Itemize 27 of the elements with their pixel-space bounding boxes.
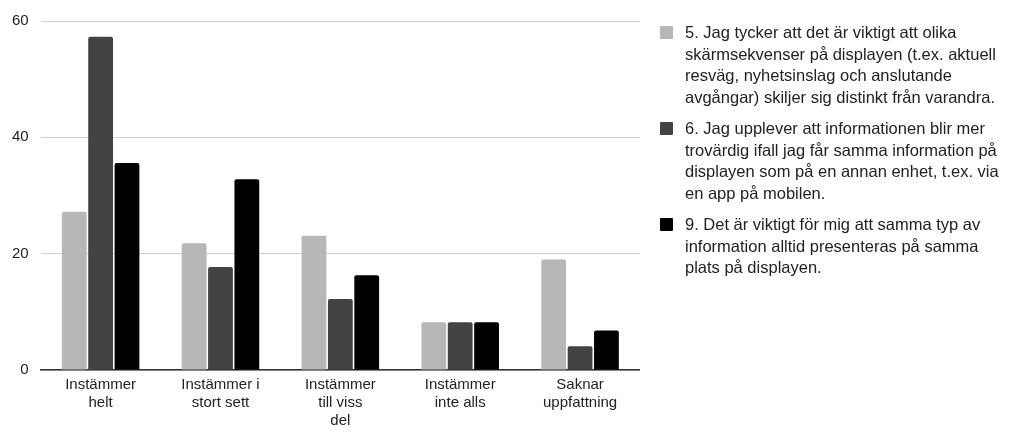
legend-label: 6. Jag upplever att informationen blir mer trovärdig ifall jag får samma information på displayen som på en annan enhet, t.ex. via en app på mobilen. <box>685 118 1000 204</box>
bar <box>61 211 87 370</box>
bar <box>354 275 380 370</box>
bar <box>301 235 327 370</box>
legend-label: 9. Det är viktigt för mig att samma typ av information alltid presenteras på samma plats på displayen. <box>685 214 982 278</box>
bar <box>567 346 593 370</box>
x-tick-label: Saknar uppfattning <box>542 375 618 411</box>
x-tick-label: Instämmer i stort sett <box>181 375 260 411</box>
y-tick-label: 60 <box>12 11 29 29</box>
legend-label: 5. Jag tycker att det är viktigt att olika skärmsekvenser på displayen (t.ex. aktuell resväg, nyhetsinslag och anslutande avgångar) skiljer sig distinkt från varandra. <box>685 22 997 108</box>
x-tick-label: Instämmer till viss del <box>304 375 376 429</box>
bar <box>474 322 499 370</box>
bar <box>594 330 619 370</box>
bar <box>327 299 353 370</box>
bar <box>447 322 473 370</box>
bar <box>181 243 207 370</box>
bar <box>234 179 260 370</box>
x-tick-label: Instämmer helt <box>65 375 137 411</box>
bar <box>541 259 567 370</box>
x-tick-label: Instämmer inte alls <box>424 375 496 411</box>
y-tick-label: 20 <box>12 243 29 261</box>
y-tick-label: 40 <box>12 127 29 145</box>
bar <box>208 267 233 370</box>
bar <box>88 36 114 370</box>
y-tick-label: 0 <box>20 360 29 378</box>
bar <box>114 162 140 370</box>
bar <box>421 322 447 370</box>
